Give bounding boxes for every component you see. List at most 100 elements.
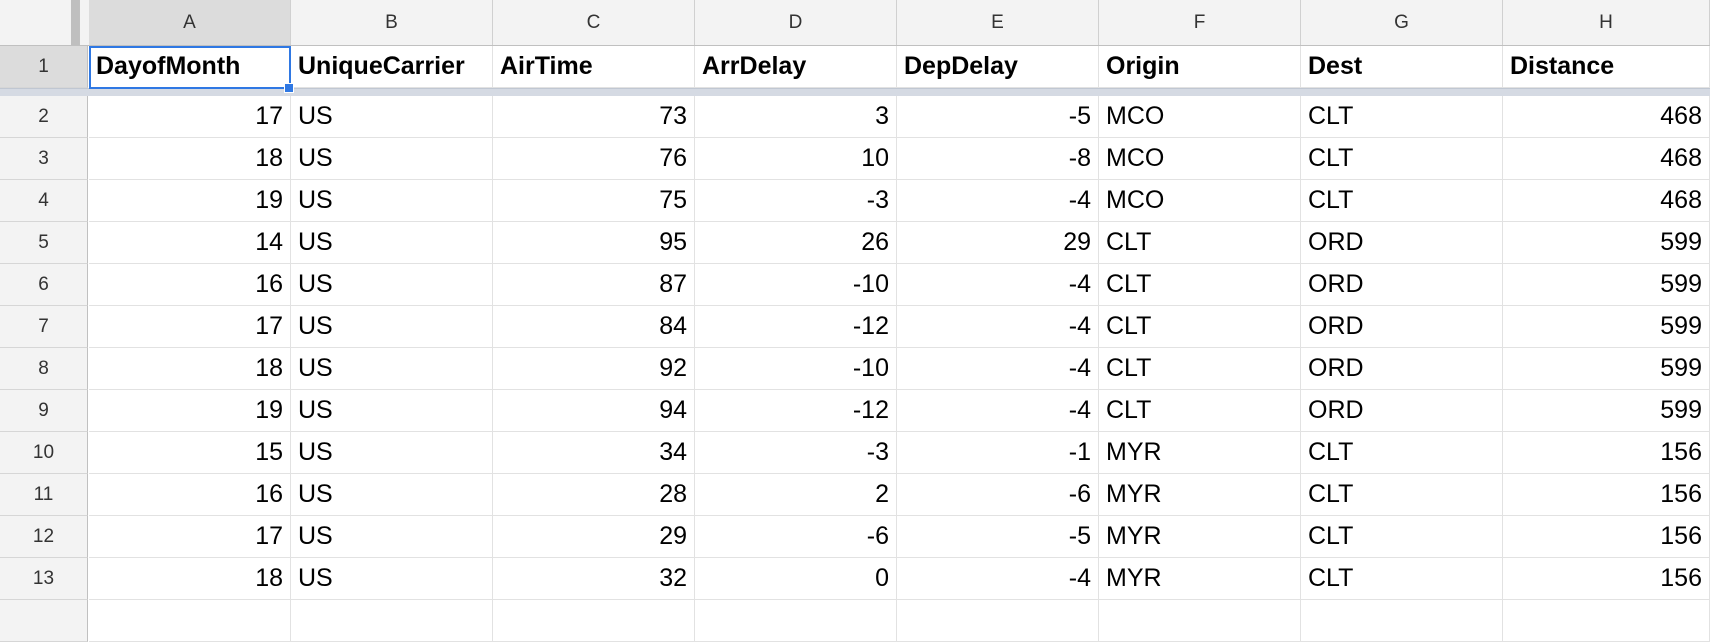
row-header-12[interactable]: 12 [0,516,88,558]
table-cell[interactable]: 599 [1503,348,1710,390]
table-cell[interactable]: -10 [695,348,897,390]
table-cell[interactable] [1503,600,1710,642]
table-cell[interactable]: US [291,306,493,348]
table-cell[interactable]: 156 [1503,432,1710,474]
table-cell[interactable]: CLT [1099,306,1301,348]
table-cell[interactable]: -12 [695,390,897,432]
table-cell[interactable] [493,600,695,642]
table-cell[interactable]: CLT [1099,390,1301,432]
table-cell[interactable]: 156 [1503,474,1710,516]
column-header-b[interactable]: B [291,0,493,45]
column-header-h[interactable]: H [1503,0,1710,45]
row-header-10[interactable]: 10 [0,432,88,474]
header-cell-e[interactable]: DepDelay [897,46,1099,88]
table-cell[interactable]: -8 [897,138,1099,180]
table-cell[interactable]: US [291,516,493,558]
table-cell[interactable] [1301,600,1503,642]
header-cell-b[interactable]: UniqueCarrier [291,46,493,88]
header-cell-g[interactable]: Dest [1301,46,1503,88]
table-cell[interactable]: ORD [1301,348,1503,390]
table-cell[interactable]: US [291,474,493,516]
select-all-corner[interactable] [0,0,80,45]
table-cell[interactable]: ORD [1301,390,1503,432]
table-cell[interactable]: 34 [493,432,695,474]
table-cell[interactable]: US [291,558,493,600]
table-cell[interactable]: 84 [493,306,695,348]
table-cell[interactable]: 26 [695,222,897,264]
table-cell[interactable]: 17 [89,306,291,348]
table-cell[interactable]: MCO [1099,138,1301,180]
row-header-11[interactable]: 11 [0,474,88,516]
table-cell[interactable]: 2 [695,474,897,516]
table-cell[interactable]: CLT [1301,558,1503,600]
table-cell[interactable]: -3 [695,432,897,474]
table-cell[interactable] [89,600,291,642]
table-cell[interactable]: -4 [897,348,1099,390]
table-cell[interactable]: -4 [897,558,1099,600]
table-cell[interactable]: 15 [89,432,291,474]
table-cell[interactable]: CLT [1301,516,1503,558]
table-cell[interactable]: -5 [897,516,1099,558]
table-cell[interactable]: 29 [493,516,695,558]
table-cell[interactable]: -5 [897,96,1099,138]
column-header-f[interactable]: F [1099,0,1301,45]
table-cell[interactable]: US [291,222,493,264]
table-cell[interactable]: US [291,390,493,432]
header-cell-f[interactable]: Origin [1099,46,1301,88]
column-header-g[interactable]: G [1301,0,1503,45]
fill-handle[interactable] [284,83,294,93]
table-cell[interactable]: CLT [1099,264,1301,306]
table-cell[interactable]: 95 [493,222,695,264]
table-cell[interactable]: CLT [1099,348,1301,390]
table-cell[interactable]: 94 [493,390,695,432]
table-cell[interactable]: 18 [89,348,291,390]
table-cell[interactable]: US [291,96,493,138]
table-cell[interactable]: -12 [695,306,897,348]
table-cell[interactable]: CLT [1099,222,1301,264]
header-cell-d[interactable]: ArrDelay [695,46,897,88]
header-cell-a[interactable]: DayofMonth [89,46,291,88]
table-cell[interactable]: -4 [897,180,1099,222]
row-header-partial[interactable] [0,600,88,642]
table-cell[interactable]: 156 [1503,558,1710,600]
freeze-column-handle[interactable] [71,0,79,45]
table-cell[interactable]: CLT [1301,138,1503,180]
row-header-1[interactable]: 1 [0,46,88,88]
table-cell[interactable]: MYR [1099,432,1301,474]
table-cell[interactable]: CLT [1301,432,1503,474]
table-cell[interactable]: 468 [1503,180,1710,222]
table-cell[interactable]: MYR [1099,558,1301,600]
column-header-e[interactable]: E [897,0,1099,45]
table-cell[interactable]: 17 [89,96,291,138]
row-header-3[interactable]: 3 [0,138,88,180]
table-cell[interactable]: MCO [1099,96,1301,138]
row-header-4[interactable]: 4 [0,180,88,222]
table-cell[interactable]: ORD [1301,222,1503,264]
row-header-5[interactable]: 5 [0,222,88,264]
row-header-6[interactable]: 6 [0,264,88,306]
row-header-9[interactable]: 9 [0,390,88,432]
table-cell[interactable]: ORD [1301,264,1503,306]
table-cell[interactable]: CLT [1301,180,1503,222]
table-cell[interactable]: 92 [493,348,695,390]
table-cell[interactable]: US [291,348,493,390]
table-cell[interactable]: -6 [695,516,897,558]
table-cell[interactable] [291,600,493,642]
table-cell[interactable]: -4 [897,306,1099,348]
table-cell[interactable]: -10 [695,264,897,306]
table-cell[interactable]: 468 [1503,96,1710,138]
table-cell[interactable]: 0 [695,558,897,600]
table-cell[interactable]: 599 [1503,306,1710,348]
row-header-2[interactable]: 2 [0,96,88,138]
table-cell[interactable]: 87 [493,264,695,306]
table-cell[interactable]: -6 [897,474,1099,516]
table-cell[interactable]: CLT [1301,96,1503,138]
table-cell[interactable]: -1 [897,432,1099,474]
table-cell[interactable]: -3 [695,180,897,222]
table-cell[interactable]: 17 [89,516,291,558]
column-header-c[interactable]: C [493,0,695,45]
table-cell[interactable]: 29 [897,222,1099,264]
table-cell[interactable]: 32 [493,558,695,600]
table-cell[interactable]: 156 [1503,516,1710,558]
table-cell[interactable]: 76 [493,138,695,180]
